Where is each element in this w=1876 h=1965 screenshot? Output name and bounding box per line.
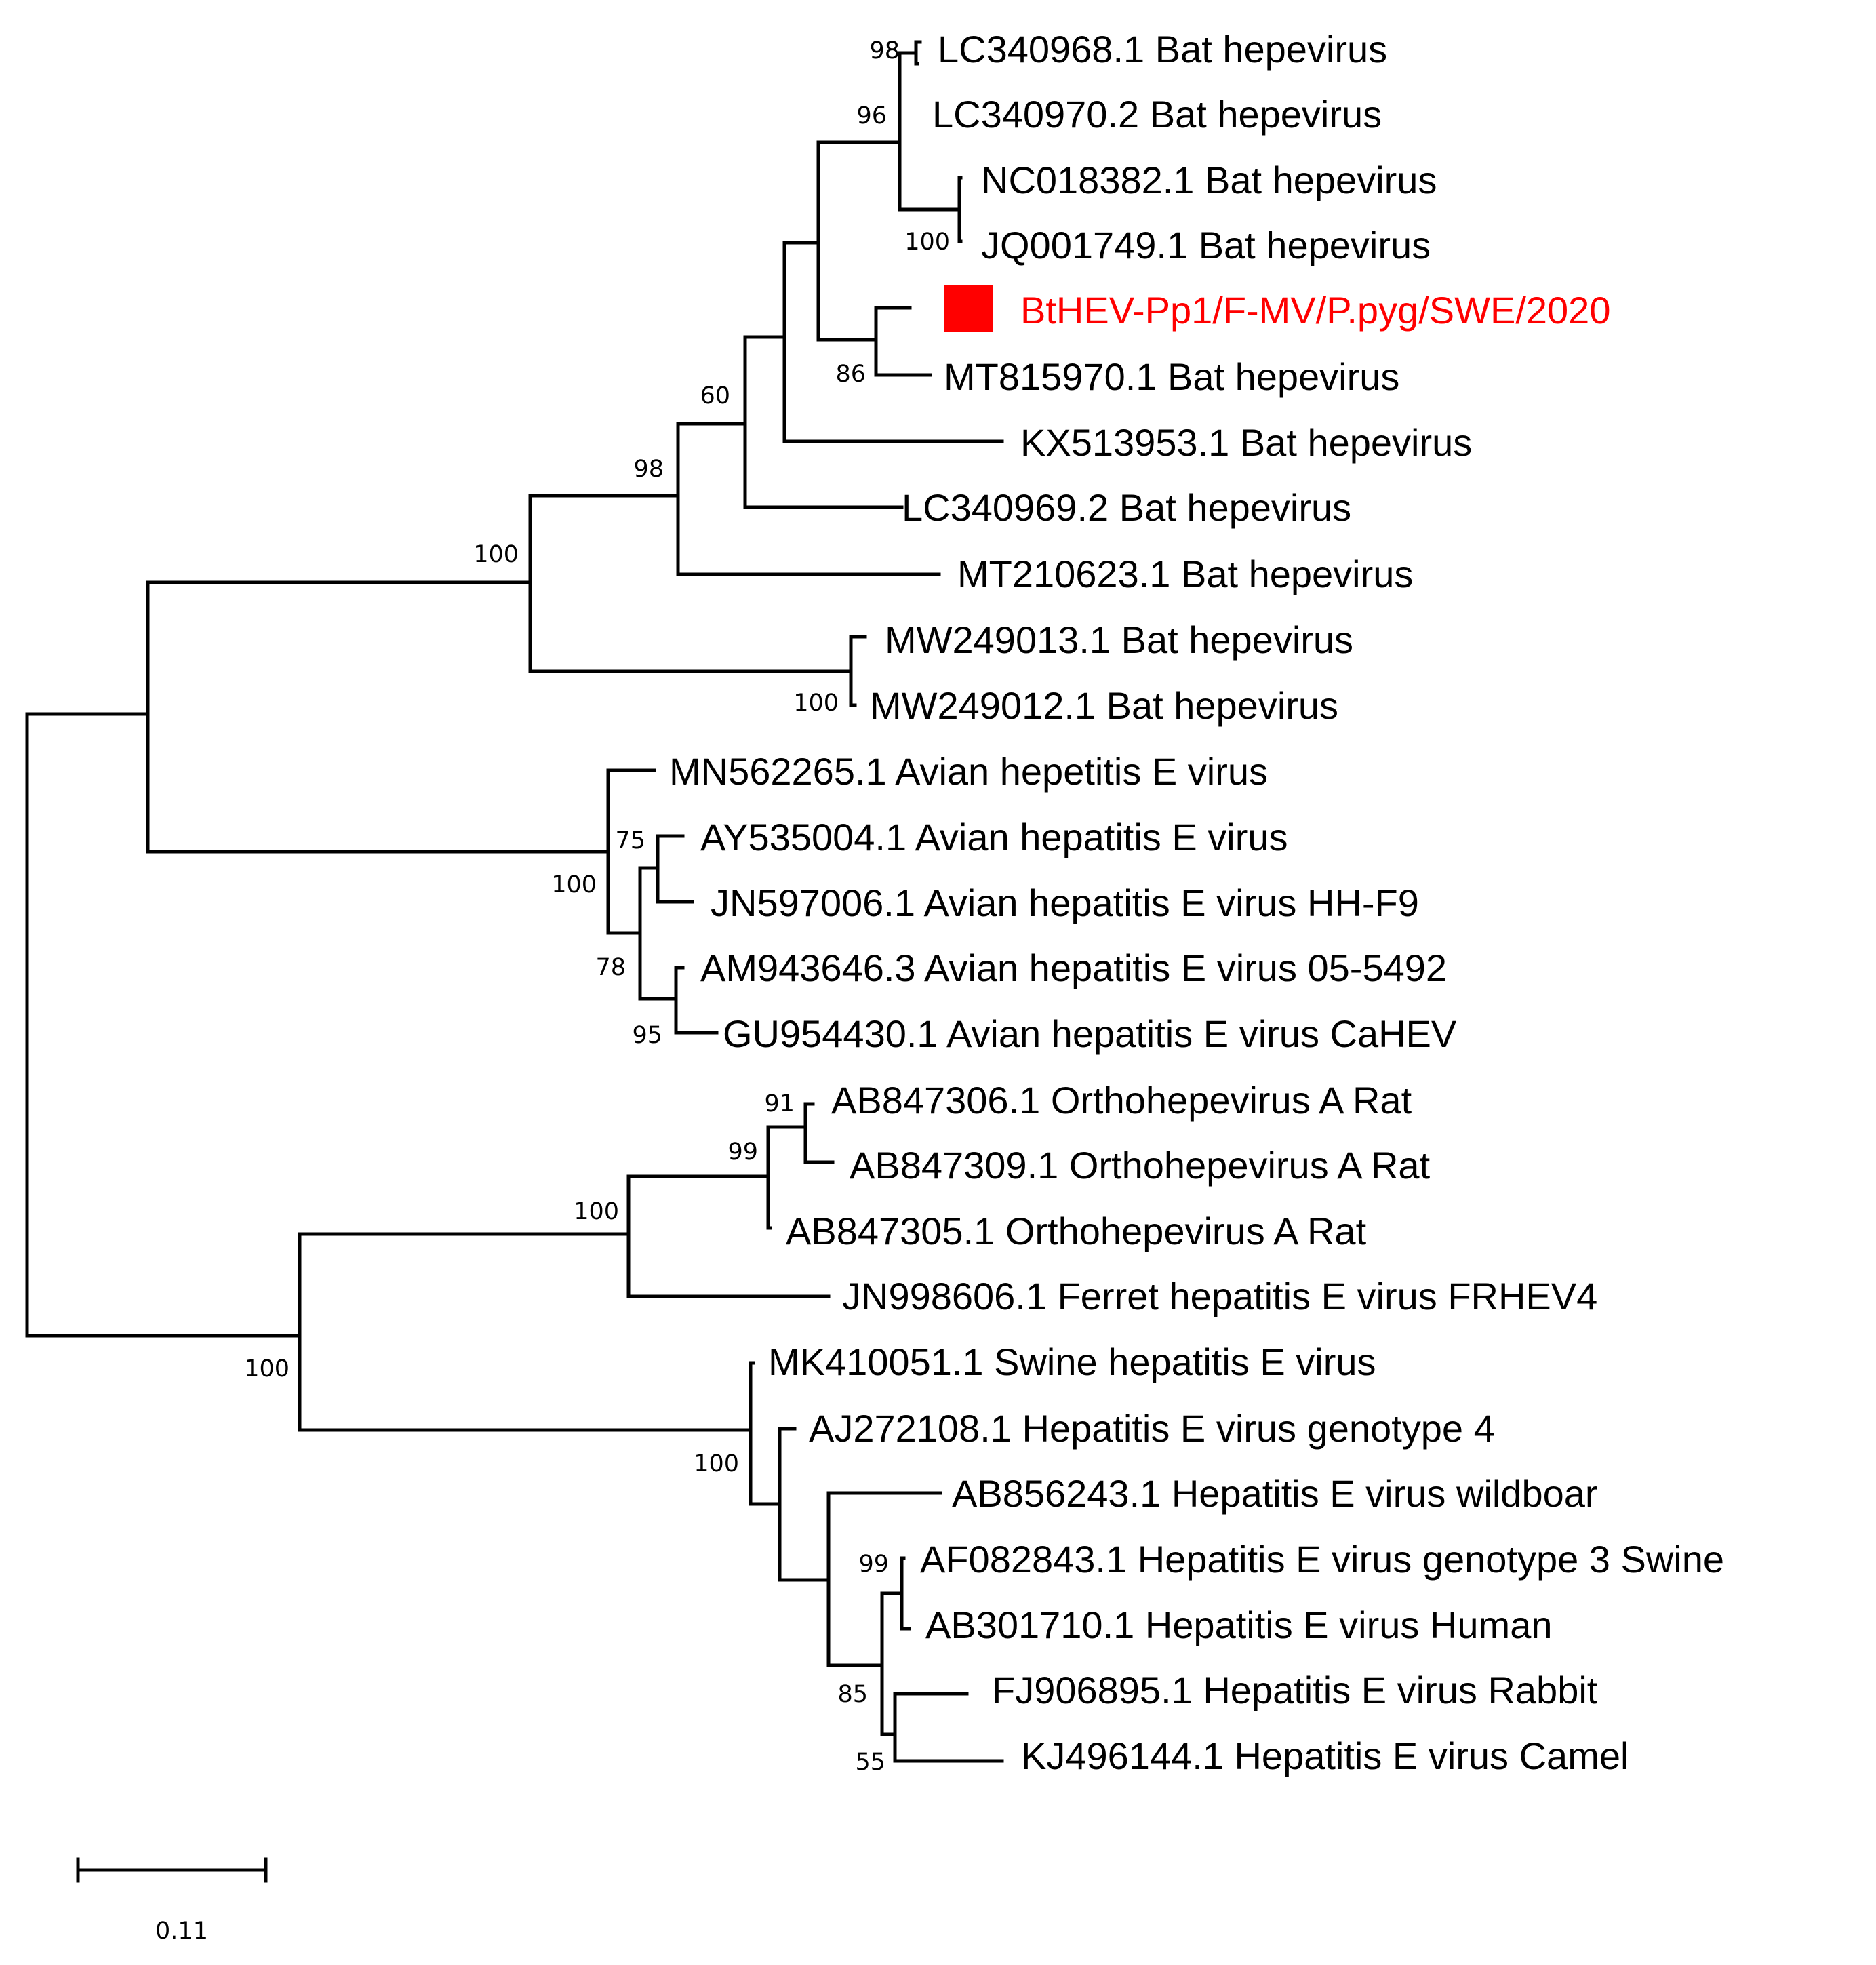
bootstrap-label: 100 [574, 1198, 619, 1225]
taxon-label-MN562265: MN562265.1 Avian hepetitis E virus [669, 750, 1268, 793]
taxon-label-KJ496144: KJ496144.1 Hepatitis E virus Camel [1021, 1734, 1629, 1777]
taxon-label-NC018382: NC018382.1 Bat hepevirus [981, 159, 1437, 201]
taxon-label-JQ001749: JQ001749.1 Bat hepevirus [981, 224, 1431, 266]
taxon-label-GU954430: GU954430.1 Avian hepatitis E virus CaHEV [723, 1012, 1457, 1055]
taxon-label-AJ272108: AJ272108.1 Hepatitis E virus genotype 4 [809, 1407, 1495, 1450]
bootstrap-label: 100 [244, 1355, 290, 1383]
taxon-label-AB847306: AB847306.1 Orthohepevirus A Rat [831, 1079, 1412, 1122]
bootstrap-label: 60 [700, 382, 730, 410]
taxon-label-LC340970: LC340970.2 Bat hepevirus [932, 93, 1382, 136]
bootstrap-label: 78 [595, 954, 626, 981]
taxon-label-LC340969: LC340969.2 Bat hepevirus [902, 486, 1351, 529]
taxon-label-AF082843: AF082843.1 Hepatitis E virus genotype 3 … [920, 1538, 1724, 1581]
bootstrap-label: 95 [632, 1022, 662, 1049]
tree-branches [25, 40, 1004, 1763]
taxon-label-BtHEV-highlighted: BtHEV-Pp1/F-MV/P.pyg/SWE/2020 [1020, 289, 1610, 332]
taxon-label-MT815970: MT815970.1 Bat hepevirus [944, 355, 1399, 398]
bootstrap-label: 100 [551, 871, 597, 898]
bootstrap-label: 91 [764, 1090, 795, 1117]
bootstrap-label: 86 [835, 361, 866, 388]
taxon-label-KX513953: KX513953.1 Bat hepevirus [1020, 421, 1472, 464]
taxon-label-JN998606: JN998606.1 Ferret hepatitis E virus FRHE… [842, 1275, 1597, 1317]
taxon-label-LC340968: LC340968.1 Bat hepevirus [938, 28, 1387, 71]
scale-bar: 0.11 [76, 1857, 268, 1945]
highlight-square-marker [944, 285, 993, 332]
taxon-label-FJ906895: FJ906895.1 Hepatitis E virus Rabbit [992, 1669, 1598, 1711]
bootstrap-values: 98 96 100 86 60 98 100 100 75 100 78 95 … [244, 37, 950, 1776]
taxon-label-AM943646: AM943646.3 Avian hepatitis E virus 05-54… [700, 947, 1447, 989]
bootstrap-label: 85 [837, 1681, 868, 1708]
bootstrap-label: 100 [793, 690, 839, 717]
taxon-label-MW249012: MW249012.1 Bat hepevirus [870, 684, 1338, 727]
taxon-label-AB856243: AB856243.1 Hepatitis E virus wildboar [952, 1472, 1598, 1515]
bootstrap-label: 98 [869, 37, 900, 64]
taxon-label-MW249013: MW249013.1 Bat hepevirus [885, 618, 1353, 661]
taxon-label-AY535004: AY535004.1 Avian hepatitis E virus [700, 816, 1288, 858]
taxon-label-AB847305: AB847305.1 Orthohepevirus A Rat [786, 1210, 1367, 1252]
bootstrap-label: 100 [473, 541, 519, 568]
bootstrap-label: 99 [727, 1138, 758, 1166]
bootstrap-label: 96 [856, 102, 887, 130]
bootstrap-label: 55 [855, 1749, 885, 1776]
taxon-label-MT210623: MT210623.1 Bat hepevirus [957, 553, 1413, 595]
bootstrap-label: 75 [615, 827, 645, 854]
scale-bar-label: 0.11 [155, 1918, 208, 1945]
bootstrap-label: 100 [694, 1450, 739, 1477]
taxon-labels: LC340968.1 Bat hepevirus LC340970.2 Bat … [669, 28, 1724, 1777]
bootstrap-label: 100 [904, 229, 950, 256]
taxon-label-AB847309: AB847309.1 Orthohepevirus A Rat [850, 1144, 1431, 1187]
bootstrap-label: 98 [633, 456, 664, 483]
taxon-label-AB301710: AB301710.1 Hepatitis E virus Human [925, 1604, 1553, 1646]
taxon-label-MK410051: MK410051.1 Swine hepatitis E virus [768, 1341, 1376, 1383]
bootstrap-label: 99 [858, 1551, 889, 1578]
taxon-label-JN597006: JN597006.1 Avian hepatitis E virus HH-F9 [711, 881, 1419, 924]
